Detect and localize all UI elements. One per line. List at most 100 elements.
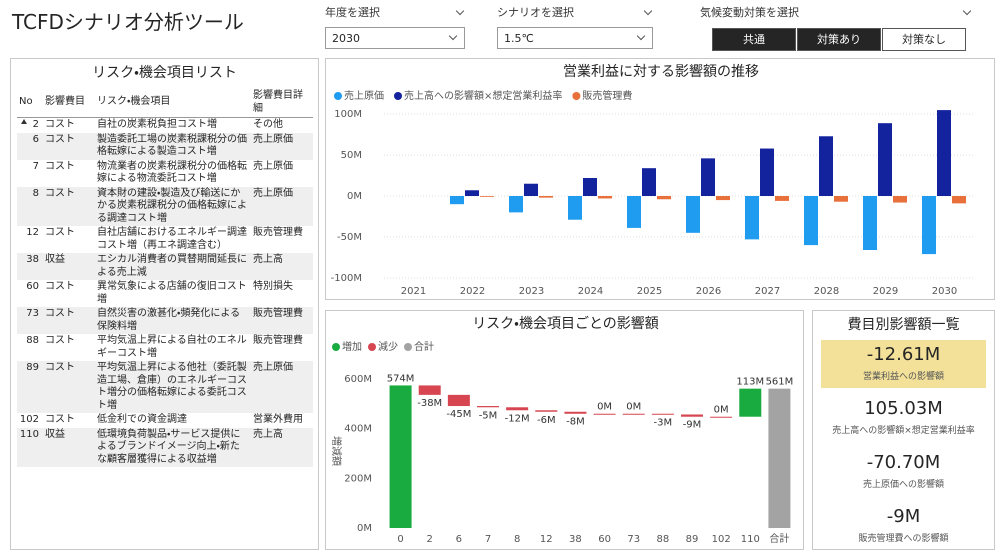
bar <box>834 196 848 202</box>
bar <box>804 196 818 246</box>
data-label: 113M <box>736 377 764 388</box>
chart-title: リスク・機会項目ごとの影響額 <box>472 316 659 332</box>
table-row[interactable]: 8 コスト 資本財の建設・製造及び輸送にかかる炭素税課税分の価格転嫁による調達コスト… <box>17 186 313 226</box>
table-cell: エシカル消費者の買替期間延長による売上減 <box>95 253 251 280</box>
dropdown[interactable]: 2030 <box>325 27 465 49</box>
table-row[interactable]: 102 コスト 低金利での資金調達 営業外費用 <box>17 413 313 428</box>
x-tick-label: 102 <box>712 534 731 545</box>
x-tick-label: 88 <box>656 534 669 545</box>
bar <box>922 196 936 255</box>
table-cell: 特別損失 <box>253 281 293 292</box>
bar <box>450 196 464 205</box>
toggle-button[interactable]: 対策あり <box>797 28 881 51</box>
bar <box>506 407 529 411</box>
button-group: 共通 対策あり 対策なし <box>712 28 972 51</box>
kpi-label: 営業利益への影響額 <box>862 372 944 382</box>
data-label: -9M <box>683 420 702 431</box>
toggle-button[interactable]: 対策なし <box>882 28 966 51</box>
table-cell: 売上原価 <box>253 160 293 172</box>
chart-title: 営業利益に対する影響額の推移 <box>563 64 759 80</box>
panel-title: 費目別影響額一覧 <box>847 317 960 333</box>
table-cell: 自社店舗におけるエネルギー調達コスト増（再エネ調達含む） <box>97 227 247 251</box>
table-cell: 6 <box>17 132 43 160</box>
data-label: 0M <box>626 402 641 413</box>
bar <box>642 168 656 196</box>
toggle-button[interactable]: 共通 <box>712 28 796 51</box>
table-row[interactable]: 7 コスト 物流業者の炭素税課税分の価格転嫁による物流委託コスト増 売上原価 <box>17 160 313 187</box>
table-cell: 60 <box>26 281 39 292</box>
table-body: 2 コスト 自社の炭素税負担コスト増 その他 6 コスト 製造委託工場の炭素税課税分の価格転… <box>17 118 313 467</box>
x-tick-label: 2021 <box>401 286 426 297</box>
table-cell: コスト <box>45 227 75 238</box>
bar <box>535 410 558 412</box>
bar <box>539 196 553 198</box>
app-title: TCFDシナリオ分析ツール <box>12 10 244 34</box>
dropdown[interactable]: 1.5℃ <box>497 27 653 49</box>
table-cell: 自社の炭素税負担コスト増 <box>97 119 217 130</box>
panel-title: リスク・機会項目リスト <box>92 65 237 81</box>
bar <box>564 411 587 414</box>
table-row[interactable]: 89 コスト 平均気温上昇による他社（委託製造工場、倉庫）のエネルギーコスト増分の価… <box>17 361 313 413</box>
bar <box>465 190 479 196</box>
x-tick-label: 2027 <box>755 286 780 297</box>
legend-label: 合計 <box>414 340 434 353</box>
risk-list-panel: リスク・機会項目リスト No 影響費目 リスク・機会項目 影響費目詳細 2 コスト 自社の炭… <box>10 58 319 550</box>
table-cell: 89 <box>17 361 43 413</box>
data-label: 0M <box>714 405 729 416</box>
legend-label: 売上高への影響額×想定営業利益率 <box>404 89 562 102</box>
table-row[interactable]: 60 コスト 異常気象による店舗の復旧コスト増 特別損失 <box>17 280 313 307</box>
bar <box>418 385 441 395</box>
data-label: 0M <box>597 402 612 413</box>
legend-marker <box>332 343 340 351</box>
table-cell: コスト <box>43 361 95 413</box>
data-label: -12M <box>505 413 530 424</box>
x-tick-label: 2025 <box>637 286 662 297</box>
table-cell: 平均気温上昇による自社のエネルギーコスト増 <box>97 335 247 359</box>
x-tick-label: 12 <box>540 534 553 545</box>
table-row[interactable]: 88 コスト 平均気温上昇による自社のエネルギーコスト増 販売管理費 <box>17 334 313 361</box>
table-row[interactable]: 2 コスト 自社の炭素税負担コスト増 その他 <box>17 118 313 133</box>
column-header: No <box>17 88 43 124</box>
risk-table: No 影響費目 リスク・機会項目 影響費目詳細 2 コスト 自社の炭素税負担コスト増 その他 6… <box>17 88 313 467</box>
table-cell: 販売管理費 <box>253 335 303 346</box>
kpi-label: 販売管理費への影響額 <box>858 534 949 544</box>
bar <box>598 196 612 199</box>
kpi-card: -70.70M 売上原価への影響額 <box>821 448 986 496</box>
y-tick-label: 600M <box>344 374 372 385</box>
table-row[interactable]: 12 コスト 自社店舗におけるエネルギー調達コスト増（再エネ調達含む） 販売管理費 <box>17 226 313 253</box>
card-list: -12.61M 営業利益への影響額 105.03M 売上高への影響額×想定営業利益率 -… <box>813 340 994 550</box>
table-row[interactable]: 38 収益 エシカル消費者の買替期間延長による売上減 売上高 <box>17 253 313 280</box>
bar <box>863 196 877 250</box>
summary-panel: 費目別影響額一覧 -12.61M 営業利益への影響額 105.03M 売上高への影響額… <box>812 310 995 550</box>
table-cell: コスト <box>45 335 75 346</box>
year-filter[interactable]: 年度を選択 2030 <box>325 4 465 49</box>
table-cell: 売上高 <box>251 427 313 467</box>
table-row[interactable]: 6 コスト 製造委託工場の炭素税課税分の価格転嫁による製造コスト増 売上原価 <box>17 132 313 160</box>
bar <box>760 148 774 196</box>
filter-label: 気候変動対策を選択 <box>700 6 799 19</box>
x-tick-label: 2030 <box>932 286 957 297</box>
header-row: No 影響費目 リスク・機会項目 影響費目詳細 <box>17 88 313 124</box>
bar <box>627 196 641 228</box>
column-header: 影響費目 <box>43 88 95 118</box>
y-tick-label: 100M <box>334 109 362 120</box>
bar <box>768 388 791 528</box>
table-cell: コスト <box>43 132 95 160</box>
bar <box>701 158 715 196</box>
table-cell: 12 <box>26 227 39 238</box>
data-label: -38M <box>417 398 442 409</box>
table-row[interactable]: 110 収益 低環境負荷製品・サービス提供によるブランドイメージ向上・新たな顧客層獲… <box>17 427 313 467</box>
x-tick-label: 60 <box>598 534 611 545</box>
kpi-label: 売上原価への影響額 <box>862 480 944 490</box>
bar <box>686 196 700 233</box>
scenario-filter[interactable]: シナリオを選択 1.5℃ <box>497 4 653 49</box>
trend-panel: 営業利益に対する影響額の推移 売上原価 売上高への影響額×想定営業利益率 販売管理費 -… <box>325 58 995 300</box>
bar <box>593 413 616 415</box>
bar <box>657 196 671 200</box>
table-row[interactable]: 73 コスト 自然災害の激甚化・頻発化による保険料増 販売管理費 <box>17 307 313 334</box>
x-tick-label: 2022 <box>460 286 485 297</box>
bar <box>893 196 907 203</box>
legend-marker <box>334 92 342 100</box>
